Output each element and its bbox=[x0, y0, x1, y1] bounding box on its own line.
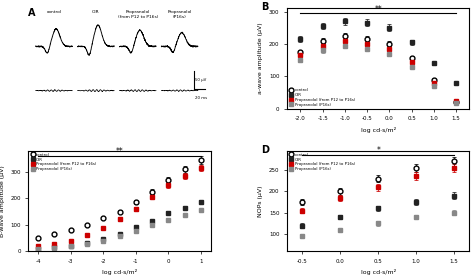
Text: Propranolol
(P16s): Propranolol (P16s) bbox=[167, 10, 192, 19]
X-axis label: log cd·s/m²: log cd·s/m² bbox=[361, 127, 396, 133]
X-axis label: log cd·s/m²: log cd·s/m² bbox=[361, 269, 396, 275]
Legend: control, OIR, Propranolol (from P12 to P16s), Propranolol (P16s): control, OIR, Propranolol (from P12 to P… bbox=[288, 87, 357, 108]
Text: *: * bbox=[376, 146, 380, 155]
Text: A: A bbox=[28, 8, 36, 18]
Legend: control, OIR, Propranolol (from P12 to P16s), Propranolol (P16s): control, OIR, Propranolol (from P12 to P… bbox=[29, 151, 98, 172]
Text: OIR: OIR bbox=[92, 10, 100, 14]
Legend: control, OIR, Propranolol (from P12 to P16s), Propranolol (P16s): control, OIR, Propranolol (from P12 to P… bbox=[288, 151, 357, 172]
Text: **: ** bbox=[116, 147, 123, 156]
Text: Propranolol
(from P12 to P16s): Propranolol (from P12 to P16s) bbox=[118, 10, 158, 19]
Text: B: B bbox=[262, 2, 269, 12]
Text: 20 ms: 20 ms bbox=[195, 95, 207, 100]
Text: 50 μV: 50 μV bbox=[195, 78, 206, 81]
Y-axis label: b-wave amplitude (μV): b-wave amplitude (μV) bbox=[0, 165, 5, 237]
Text: **: ** bbox=[374, 5, 382, 14]
Text: D: D bbox=[262, 145, 270, 155]
Text: control: control bbox=[46, 10, 62, 14]
Y-axis label: NOPs (μV): NOPs (μV) bbox=[258, 185, 264, 217]
Y-axis label: a-wave amplitude (μV): a-wave amplitude (μV) bbox=[258, 23, 264, 94]
X-axis label: log cd·s/m²: log cd·s/m² bbox=[102, 269, 137, 275]
